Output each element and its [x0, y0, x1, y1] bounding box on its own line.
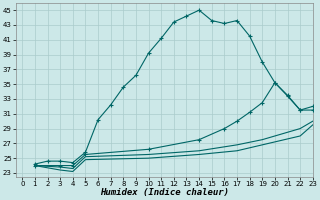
X-axis label: Humidex (Indice chaleur): Humidex (Indice chaleur) — [100, 188, 229, 197]
